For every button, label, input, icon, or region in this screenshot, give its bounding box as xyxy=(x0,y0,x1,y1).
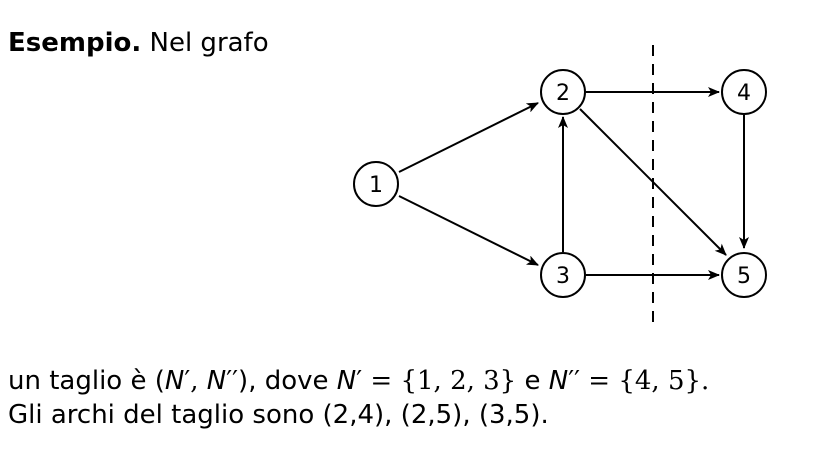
node-2-label: 2 xyxy=(556,81,570,106)
math-prime: ′ xyxy=(356,366,363,396)
edge-2-5 xyxy=(579,108,727,256)
math-var: N xyxy=(206,366,227,396)
math-prime: ′′ xyxy=(226,366,239,396)
node-5: 5 xyxy=(721,252,767,298)
node-4-label: 4 xyxy=(737,81,751,106)
math-var: N xyxy=(336,366,357,396)
node-4: 4 xyxy=(721,69,767,115)
math-prime: ′ xyxy=(184,366,191,396)
caption-text: ), dove xyxy=(238,366,337,396)
example-intro-text: Nel grafo xyxy=(149,28,269,58)
math-set: = {4, 5}. xyxy=(580,366,710,396)
node-5-label: 5 xyxy=(737,264,751,289)
math-set: = {1, 2, 3} xyxy=(362,366,517,396)
caption-text: un taglio è ( xyxy=(8,366,165,396)
node-3: 3 xyxy=(540,252,586,298)
caption-text: e xyxy=(516,366,549,396)
example-heading: Esempio. Nel grafo xyxy=(8,26,269,60)
edge-1-3 xyxy=(398,195,539,266)
edge-1-2 xyxy=(398,102,539,173)
node-1-label: 1 xyxy=(369,173,383,198)
math-expression: N′, N′′ xyxy=(165,366,238,396)
math-expression: N′′ = {4, 5}. xyxy=(549,366,710,396)
math-var: N xyxy=(164,366,185,396)
example-label: Esempio. xyxy=(8,28,142,58)
caption-line-1: un taglio è (N′, N′′), dove N′ = {1, 2, … xyxy=(8,364,709,398)
math-var: N xyxy=(548,366,569,396)
node-3-label: 3 xyxy=(556,264,570,289)
math-expression: N′ = {1, 2, 3} xyxy=(337,366,516,396)
node-2: 2 xyxy=(540,69,586,115)
math-prime: ′′ xyxy=(568,366,581,396)
caption-line-2: Gli archi del taglio sono (2,4), (2,5), … xyxy=(8,400,549,430)
math-separator: , xyxy=(190,366,207,396)
node-1: 1 xyxy=(353,161,399,207)
